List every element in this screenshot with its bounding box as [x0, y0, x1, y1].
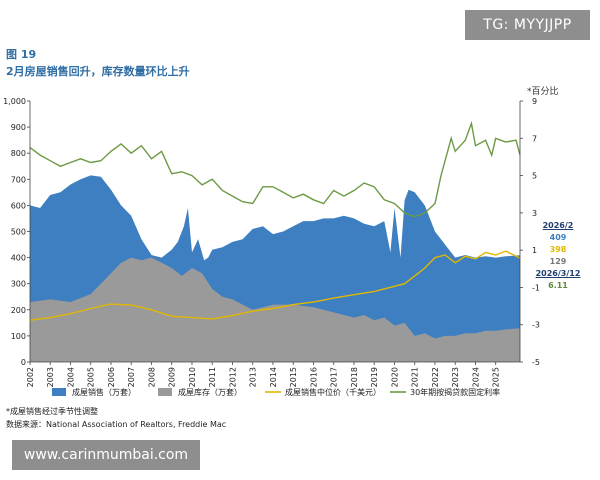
legend-label: 成屋销售（万套）	[72, 387, 136, 397]
side-rate-value: 6.11	[548, 281, 568, 290]
right-tick-label: 3	[532, 209, 537, 218]
legend-label: 成屋库存（万套）	[178, 387, 242, 397]
right-tick-label: 5	[532, 172, 537, 181]
x-tick-label: 2010	[188, 367, 197, 387]
side-sales-value: 409	[549, 233, 567, 242]
legend-label: 成屋销售中位价（千美元）	[285, 387, 381, 397]
x-tick-label: 2003	[46, 367, 55, 387]
left-tick-label: 400	[11, 254, 26, 263]
x-tick-label: 2005	[87, 367, 96, 387]
x-tick-label: 2021	[411, 367, 420, 387]
side-inventory-value: 129	[549, 257, 567, 266]
figure-number: 图 19	[6, 48, 37, 61]
x-tick-label: 2006	[107, 367, 116, 387]
left-tick-label: 600	[11, 201, 26, 210]
x-tick-label: 2011	[208, 367, 217, 387]
left-tick-label: 500	[11, 228, 26, 237]
left-tick-label: 100	[11, 332, 26, 341]
legend-label: 30年期按揭贷款固定利率	[410, 387, 500, 397]
legend: 成屋销售（万套） 成屋库存（万套） 成屋销售中位价（千美元） 30年期按揭贷款固定利率	[52, 387, 500, 397]
x-tick-label: 2015	[289, 367, 298, 387]
x-tick-label: 2007	[127, 367, 136, 387]
legend-swatch	[158, 388, 172, 396]
right-axis-unit: *百分比	[527, 87, 559, 97]
left-tick-label: 0	[21, 358, 26, 367]
right-tick-label: 1	[532, 246, 537, 255]
right-tick-label: 7	[532, 134, 537, 143]
side-price-value: 398	[549, 245, 567, 254]
right-tick-label: -5	[532, 358, 540, 367]
right-tick-label: -3	[532, 321, 540, 330]
x-tick-label: 2013	[249, 367, 258, 387]
x-tick-label: 2024	[471, 367, 480, 387]
x-tick-label: 2019	[370, 367, 379, 387]
x-tick-label: 2002	[26, 367, 35, 387]
x-tick-label: 2008	[147, 367, 156, 387]
x-tick-label: 2020	[390, 367, 399, 387]
figure-title: 2月房屋销售回升，库存数量环比上升	[6, 65, 190, 78]
left-tick-label: 800	[11, 149, 26, 158]
footnote-note: *成屋销售经过季节性调整	[6, 407, 98, 416]
left-tick-label: 1,000	[3, 97, 26, 106]
right-tick-label: -1	[532, 283, 540, 292]
url-watermark: www.carinmumbai.com	[12, 440, 200, 470]
left-tick-label: 200	[11, 306, 26, 315]
x-tick-label: 2025	[492, 367, 501, 387]
plot-areas	[30, 175, 520, 362]
x-tick-label: 2012	[228, 367, 237, 387]
axes: 1,000 900 800 700 600 500 400 300 200 100 0 9 7 5 3 1 -1…	[3, 97, 540, 387]
x-tick-label: 2009	[168, 367, 177, 387]
side-date-2: 2026/3/12	[535, 269, 581, 278]
plot-lines	[29, 120, 521, 321]
legend-swatch	[52, 388, 66, 396]
x-tick-label: 2016	[309, 367, 318, 387]
tg-watermark: TG: MYYJJPP	[465, 10, 590, 40]
series-area-1	[30, 257, 520, 362]
x-tick-label: 2014	[269, 367, 278, 387]
x-tick-label: 2018	[350, 367, 359, 387]
left-tick-label: 300	[11, 280, 26, 289]
x-tick-label: 2022	[431, 367, 440, 387]
series-line-2	[29, 250, 521, 321]
footnote-source: 数据来源：National Association of Realtors, F…	[6, 420, 227, 429]
x-tick-label: 2004	[66, 367, 75, 387]
x-tick-label: 2023	[451, 367, 460, 387]
series-line-3	[29, 120, 521, 218]
x-tick-label: 2017	[330, 367, 339, 387]
side-date-1: 2026/2	[542, 221, 574, 230]
right-tick-label: 9	[532, 97, 537, 106]
left-tick-label: 900	[11, 123, 26, 132]
left-tick-label: 700	[11, 175, 26, 184]
